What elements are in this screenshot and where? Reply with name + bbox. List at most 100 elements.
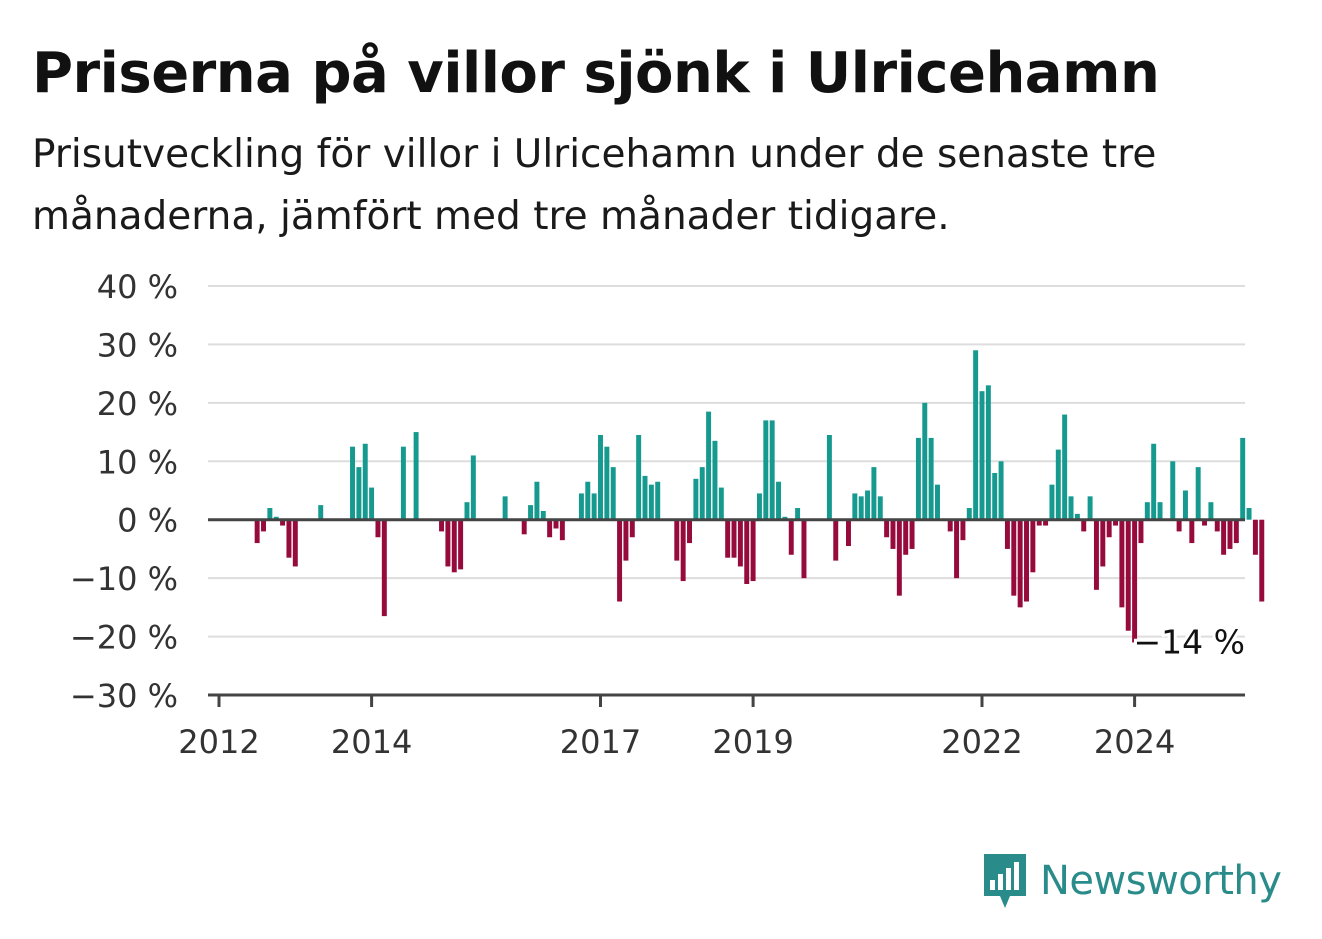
- bar: [1246, 508, 1252, 520]
- annotations: −14 %: [1131, 620, 1249, 665]
- y-tick-label: 20 %: [97, 385, 178, 423]
- bar: [706, 411, 712, 520]
- bar: [1011, 519, 1017, 596]
- bar: [769, 420, 775, 520]
- bar: [369, 487, 375, 520]
- bar: [699, 467, 705, 520]
- bar: [451, 519, 457, 573]
- chart-title: Priserna på villor sjönk i Ulricehamn: [32, 41, 1160, 106]
- bar: [1202, 519, 1208, 526]
- bar: [617, 519, 623, 602]
- bar: [1144, 502, 1150, 520]
- bar: [909, 519, 915, 549]
- bar: [623, 519, 629, 561]
- bar: [680, 519, 686, 582]
- bar: [737, 519, 743, 567]
- bar: [655, 481, 661, 520]
- bar: [718, 487, 724, 520]
- bar: [585, 481, 591, 520]
- bar: [756, 493, 762, 520]
- grid-lines: [208, 285, 1245, 638]
- bar: [979, 391, 985, 520]
- bar: [318, 505, 324, 520]
- bar: [636, 434, 642, 520]
- bar: [845, 519, 851, 547]
- bar: [254, 519, 260, 544]
- bar: [1106, 519, 1112, 538]
- bar: [890, 519, 896, 549]
- y-tick-label: 40 %: [97, 268, 178, 306]
- bar: [731, 519, 737, 558]
- bar: [998, 461, 1004, 520]
- bar: [1043, 519, 1049, 526]
- bar: [966, 508, 972, 520]
- bar: [1227, 519, 1233, 549]
- bar: [1017, 519, 1023, 608]
- bar: [1081, 519, 1087, 532]
- bar: [833, 519, 839, 561]
- bar: [1004, 519, 1010, 549]
- bar-chart-bubble-icon: [984, 854, 1026, 908]
- bar: [642, 475, 648, 520]
- bar: [877, 496, 883, 520]
- bar: [871, 467, 877, 520]
- bar: [1170, 461, 1176, 520]
- bar: [1087, 496, 1093, 520]
- x-tick-label: 2022: [941, 723, 1022, 761]
- bar: [547, 519, 553, 538]
- bar: [464, 502, 470, 520]
- bar: [947, 519, 953, 532]
- x-tick-label: 2017: [560, 723, 641, 761]
- bar: [795, 508, 801, 520]
- bar: [356, 467, 362, 520]
- bar: [1132, 519, 1138, 643]
- bar: [1151, 443, 1157, 520]
- bar: [1176, 519, 1182, 532]
- bar: [534, 481, 540, 520]
- bar: [292, 519, 298, 567]
- bar: [1252, 519, 1258, 555]
- bar: [1100, 519, 1106, 567]
- bar: [1233, 519, 1239, 544]
- bar: [1024, 519, 1029, 602]
- y-tick-label: 10 %: [97, 443, 178, 481]
- bar: [896, 519, 902, 596]
- bar: [1125, 519, 1131, 631]
- bar: [1113, 519, 1119, 526]
- x-tick-label: 2024: [1094, 723, 1175, 761]
- bar: [540, 510, 546, 520]
- bar: [1259, 519, 1265, 602]
- bar: [381, 519, 387, 617]
- bar: [725, 519, 731, 558]
- bar: [1157, 502, 1163, 520]
- bar: [267, 508, 273, 520]
- bar: [674, 519, 680, 561]
- bar: [928, 437, 934, 520]
- bar: [884, 519, 890, 538]
- bar: [1221, 519, 1227, 555]
- bar: [362, 443, 368, 520]
- bar: [578, 493, 584, 520]
- x-tick-label: 2012: [178, 723, 259, 761]
- bar: [1049, 484, 1055, 520]
- bar: [604, 446, 610, 520]
- bar: [922, 402, 928, 520]
- bar-chart: −30 %−20 %−10 %0 %10 %20 %30 %40 % 2012 2…: [70, 268, 1265, 761]
- bar: [445, 519, 451, 567]
- bar: [591, 493, 597, 520]
- bar: [528, 505, 534, 520]
- bar: [763, 420, 769, 520]
- bar: [903, 519, 909, 555]
- x-tick-label: 2019: [712, 723, 793, 761]
- bar: [1240, 437, 1246, 520]
- bar: [776, 481, 782, 520]
- bar: [1068, 496, 1074, 520]
- bar: [858, 496, 864, 520]
- bar: [502, 496, 508, 520]
- bar: [687, 519, 692, 544]
- bar: [1062, 414, 1068, 520]
- value-annotation: −14 %: [1134, 623, 1246, 662]
- bar: [350, 446, 356, 520]
- y-tick-label: 0 %: [117, 502, 178, 540]
- bar: [826, 434, 832, 520]
